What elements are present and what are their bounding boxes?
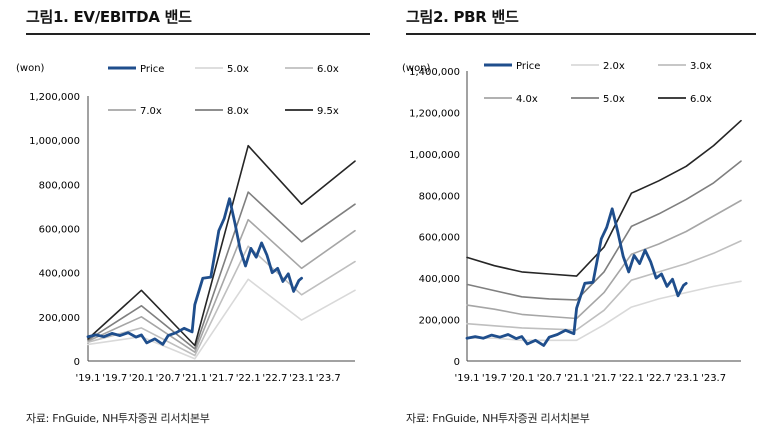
x-tick-label: '23.1 <box>289 373 314 384</box>
legend-label: 6.0x <box>317 64 339 75</box>
x-tick-label: '20.7 <box>537 373 562 384</box>
x-tick-label: '20.7 <box>156 373 181 384</box>
x-tick-label: '22.1 <box>236 373 261 384</box>
y-tick-label: 1,000,000 <box>409 150 460 161</box>
x-tick-label: '22.1 <box>619 373 644 384</box>
x-tick-label: '23.7 <box>316 373 341 384</box>
legend-label: 4.0x <box>516 94 538 105</box>
legend-label: 9.5x <box>317 106 339 117</box>
series-line-band <box>87 191 356 350</box>
legend-label: 8.0x <box>227 106 249 117</box>
y-tick-label: 600,000 <box>39 225 80 236</box>
y-tick-label: 200,000 <box>419 316 460 327</box>
ev-ebitda-band-chart: (won) 0 200,000 400,000 600,000 800,000 1,000,… <box>16 63 356 384</box>
y-tick-label: 1,400,000 <box>409 67 460 78</box>
series-line-price <box>465 207 688 347</box>
chart-title: 그림2. PBR 밴드 <box>406 8 519 26</box>
x-tick-label: '23.7 <box>701 373 726 384</box>
series-line-band <box>466 199 742 320</box>
series-line-band <box>466 240 742 331</box>
legend-label: Price <box>140 64 164 75</box>
y-tick-label: 600,000 <box>419 233 460 244</box>
series-line-band <box>466 280 742 342</box>
series-line-band <box>87 278 356 360</box>
unit-label: (won) <box>16 63 45 74</box>
chart-panel-pbr: 그림2. PBR 밴드 (won) 0 200,000 400,000 600,000 8… <box>386 0 773 437</box>
legend-label: 7.0x <box>140 106 162 117</box>
y-tick-label: 1,200,000 <box>409 108 460 119</box>
x-tick-label: '22.7 <box>646 373 671 384</box>
y-tick-label: 200,000 <box>39 313 80 324</box>
y-tick-label: 400,000 <box>39 269 80 280</box>
x-tick-label: '21.7 <box>591 373 616 384</box>
y-tick-label: 0 <box>454 357 460 368</box>
y-tick-label: 800,000 <box>419 191 460 202</box>
unit-label: (won) <box>402 63 431 74</box>
chart-panel-ev-ebitda: 그림1. EV/EBITDA 밴드 (won) 0 200,000 400,000 60… <box>0 0 386 437</box>
x-tick-label: '19.7 <box>102 373 127 384</box>
legend-label: Price <box>516 61 540 72</box>
y-tick-label: 400,000 <box>419 274 460 285</box>
x-tick-label: '21.1 <box>182 373 207 384</box>
series-line-band <box>466 119 742 277</box>
x-tick-label: '19.1 <box>454 373 479 384</box>
title-rule <box>26 33 370 35</box>
y-tick-label: 0 <box>74 357 80 368</box>
x-tick-label: '19.1 <box>75 373 100 384</box>
source-note: 자료: FnGuide, NH투자증권 리서치본부 <box>406 412 590 425</box>
legend-label: 5.0x <box>603 94 625 105</box>
y-tick-label: 1,200,000 <box>29 92 80 103</box>
x-tick-label: '20.1 <box>129 373 154 384</box>
legend-label: 5.0x <box>227 64 249 75</box>
legend-label: 2.0x <box>603 61 625 72</box>
x-tick-label: '21.1 <box>564 373 589 384</box>
y-tick-label: 800,000 <box>39 180 80 191</box>
y-tick-label: 1,000,000 <box>29 136 80 147</box>
x-tick-label: '22.7 <box>262 373 287 384</box>
pbr-band-chart: (won) 0 200,000 400,000 600,000 800,000 1,000,… <box>402 61 742 384</box>
series-line-price <box>86 197 304 346</box>
legend-label: 6.0x <box>690 94 712 105</box>
x-tick-label: '21.7 <box>209 373 234 384</box>
x-tick-label: '19.7 <box>482 373 507 384</box>
series-line-band <box>87 144 356 347</box>
series-line-band <box>466 160 742 301</box>
x-tick-label: '23.1 <box>674 373 699 384</box>
title-rule <box>406 33 756 35</box>
chart-title: 그림1. EV/EBITDA 밴드 <box>26 8 192 26</box>
legend-label: 3.0x <box>690 61 712 72</box>
x-tick-label: '20.1 <box>509 373 534 384</box>
source-note: 자료: FnGuide, NH투자증권 리서치본부 <box>26 412 210 425</box>
series-line-band <box>87 218 356 354</box>
series-line-band <box>87 245 356 357</box>
